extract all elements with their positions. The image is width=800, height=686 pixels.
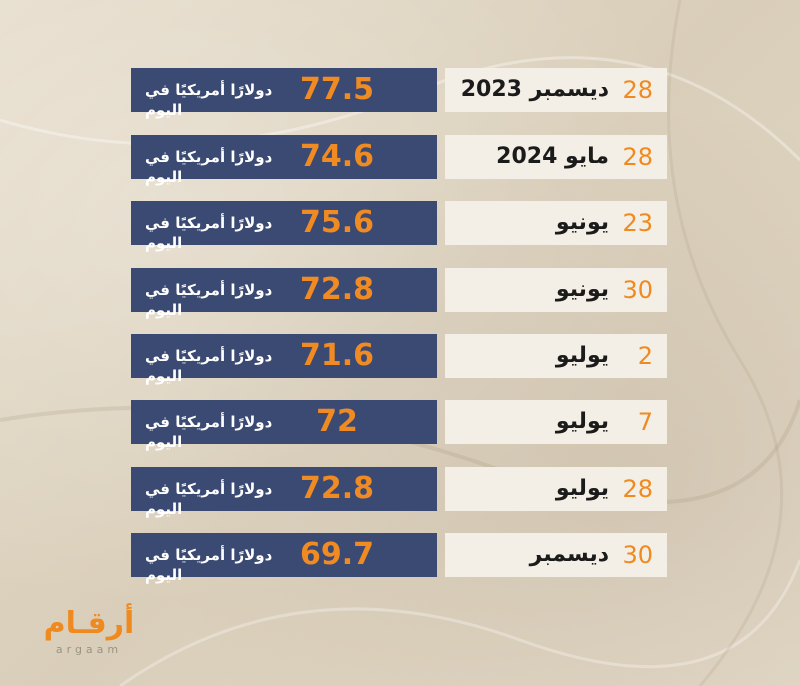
price-unit: دولارًا أمريكيًا في اليوم (145, 347, 273, 385)
date-card: 23 يونيو (445, 201, 667, 245)
price-unit: دولارًا أمريكيًا في اليوم (145, 281, 273, 319)
date-month: يوليو (555, 476, 609, 501)
date-month: ديسمبر 2023 (460, 77, 609, 102)
price-value: 69.7 (299, 537, 375, 572)
value-bar: 72 دولارًا أمريكيًا في اليوم (131, 400, 437, 451)
date-day: 28 (622, 143, 653, 171)
table-row: 72.8 دولارًا أمريكيًا في اليوم 28 يوليو (0, 467, 800, 518)
table-row: 72.8 دولارًا أمريكيًا في اليوم 30 يونيو (0, 268, 800, 319)
value-bar: 74.6 دولارًا أمريكيًا في اليوم (131, 135, 437, 186)
value-bar: 72.8 دولارًا أمريكيًا في اليوم (131, 467, 437, 518)
date-card: 28 يوليو (445, 467, 667, 511)
date-month: يونيو (555, 277, 609, 302)
value-bar: 71.6 دولارًا أمريكيًا في اليوم (131, 334, 437, 385)
date-day: 23 (622, 209, 653, 237)
value-bar: 69.7 دولارًا أمريكيًا في اليوم (131, 533, 437, 584)
price-value: 74.6 (299, 139, 375, 174)
date-card: 28 مايو 2024 (445, 135, 667, 179)
date-month: ديسمبر (529, 542, 609, 567)
value-bar: 72.8 دولارًا أمريكيًا في اليوم (131, 268, 437, 319)
date-card: 2 يوليو (445, 334, 667, 378)
table-row: 69.7 دولارًا أمريكيًا في اليوم 30 ديسمبر (0, 533, 800, 584)
logo-arabic: أرقـام (43, 606, 135, 641)
date-card: 7 يوليو (445, 400, 667, 444)
price-unit: دولارًا أمريكيًا في اليوم (145, 413, 273, 451)
table-row: 72 دولارًا أمريكيًا في اليوم 7 يوليو (0, 400, 800, 451)
price-unit: دولارًا أمريكيًا في اليوم (145, 214, 273, 252)
table-row: 77.5 دولارًا أمريكيًا في اليوم 28 ديسمبر 20… (0, 68, 800, 119)
price-value: 77.5 (299, 72, 375, 107)
date-day: 28 (622, 475, 653, 503)
table-row: 75.6 دولارًا أمريكيًا في اليوم 23 يونيو (0, 201, 800, 252)
logo-latin: argaam (55, 643, 123, 656)
price-unit: دولارًا أمريكيًا في اليوم (145, 148, 273, 186)
date-month: يونيو (555, 210, 609, 235)
date-card: 30 ديسمبر (445, 533, 667, 577)
table-row: 74.6 دولارًا أمريكيًا في اليوم 28 مايو 2024 (0, 135, 800, 186)
date-day: 7 (637, 408, 653, 436)
price-unit: دولارًا أمريكيًا في اليوم (145, 480, 273, 518)
value-bar: 75.6 دولارًا أمريكيًا في اليوم (131, 201, 437, 252)
table-row: 71.6 دولارًا أمريكيًا في اليوم 2 يوليو (0, 334, 800, 385)
date-day: 2 (637, 342, 653, 370)
date-month: يوليو (555, 409, 609, 434)
date-day: 30 (622, 541, 653, 569)
price-value: 75.6 (299, 205, 375, 240)
value-bar: 77.5 دولارًا أمريكيًا في اليوم (131, 68, 437, 119)
price-value: 71.6 (299, 338, 375, 373)
price-value: 72.8 (299, 471, 375, 506)
price-unit: دولارًا أمريكيًا في اليوم (145, 546, 273, 584)
date-month: مايو 2024 (496, 144, 609, 169)
date-card: 28 ديسمبر 2023 (445, 68, 667, 112)
argaam-logo: أرقـام argaam (34, 607, 144, 659)
date-card: 30 يونيو (445, 268, 667, 312)
price-value: 72 (316, 404, 358, 439)
date-day: 30 (622, 276, 653, 304)
date-month: يوليو (555, 343, 609, 368)
price-unit: دولارًا أمريكيًا في اليوم (145, 81, 273, 119)
date-day: 28 (622, 76, 653, 104)
price-value: 72.8 (299, 272, 375, 307)
